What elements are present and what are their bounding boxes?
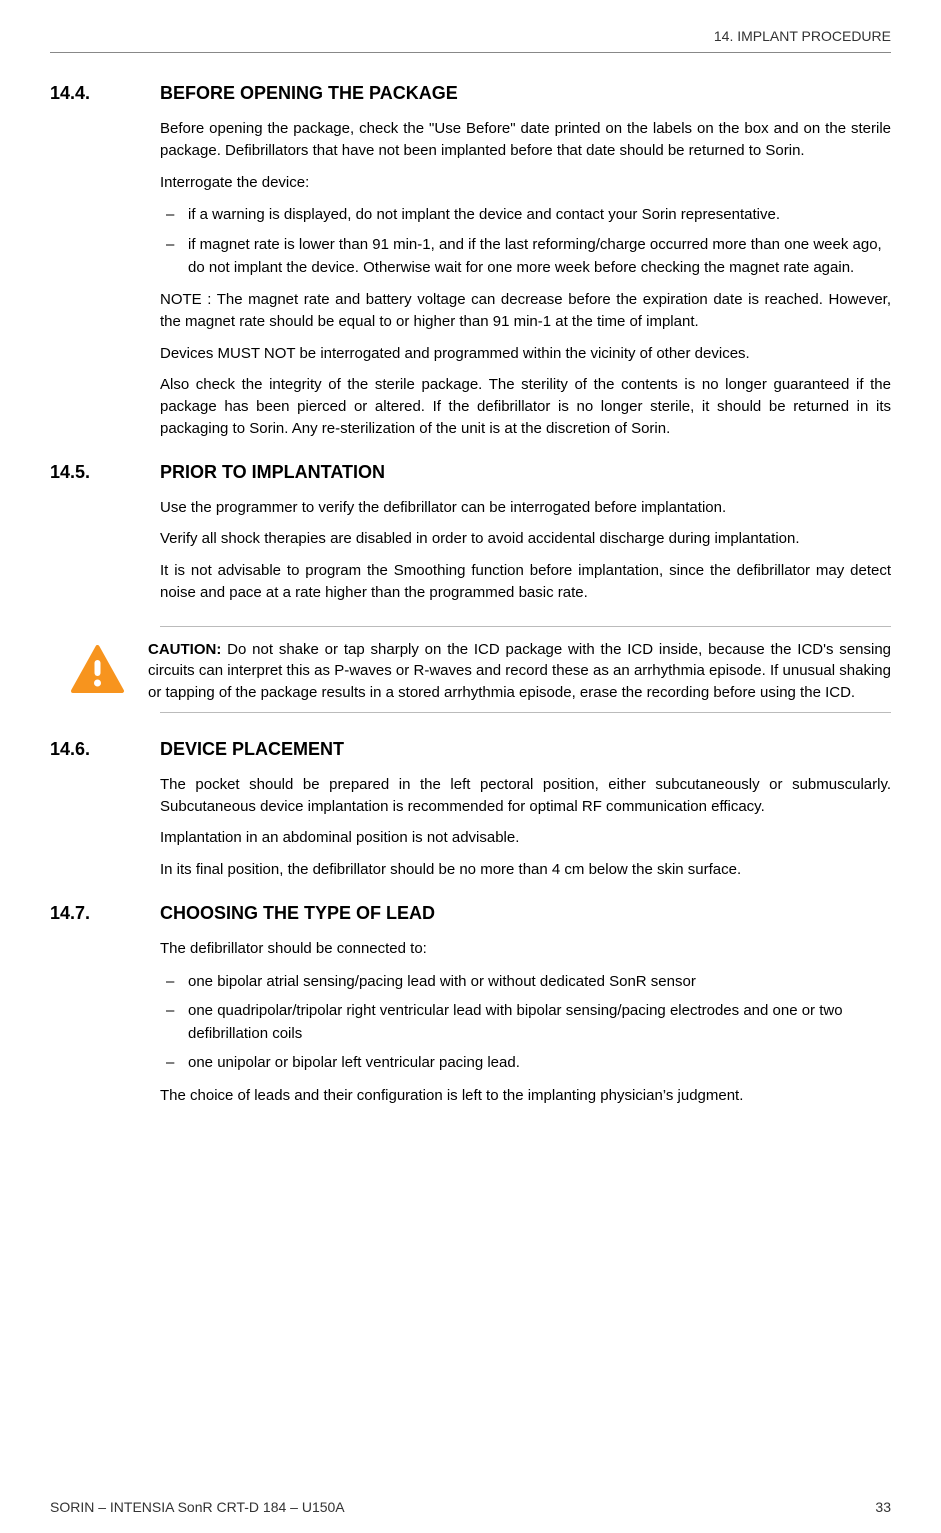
bullet-list: one bipolar atrial sensing/pacing lead w… xyxy=(160,970,891,1075)
warning-icon xyxy=(70,645,130,700)
footer-page-number: 33 xyxy=(875,1499,891,1515)
paragraph: Devices MUST NOT be interrogated and pro… xyxy=(160,343,891,365)
section-number: 14.6. xyxy=(50,739,160,760)
list-item: if magnet rate is lower than 91 min-1, a… xyxy=(160,233,891,280)
caution-text: CAUTION: Do not shake or tap sharply on … xyxy=(148,639,891,704)
paragraph: Before opening the package, check the "U… xyxy=(160,118,891,162)
section-14-7: 14.7. CHOOSING THE TYPE OF LEAD The defi… xyxy=(50,903,891,1107)
paragraph: Interrogate the device: xyxy=(160,172,891,194)
paragraph: Use the programmer to verify the defibri… xyxy=(160,497,891,519)
paragraph: The pocket should be prepared in the lef… xyxy=(160,774,891,818)
section-title: BEFORE OPENING THE PACKAGE xyxy=(160,83,458,104)
section-number: 14.4. xyxy=(50,83,160,104)
list-item: one bipolar atrial sensing/pacing lead w… xyxy=(160,970,891,993)
paragraph: The choice of leads and their configurat… xyxy=(160,1085,891,1107)
caution-body: Do not shake or tap sharply on the ICD p… xyxy=(148,641,891,702)
paragraph: Verify all shock therapies are disabled … xyxy=(160,528,891,550)
section-number: 14.7. xyxy=(50,903,160,924)
page-footer: SORIN – INTENSIA SonR CRT-D 184 – U150A … xyxy=(50,1499,891,1515)
section-title: PRIOR TO IMPLANTATION xyxy=(160,462,385,483)
paragraph: Implantation in an abdominal position is… xyxy=(160,827,891,849)
section-title: DEVICE PLACEMENT xyxy=(160,739,344,760)
page: 14. IMPLANT PROCEDURE 14.4. BEFORE OPENI… xyxy=(0,0,941,1533)
section-title: CHOOSING THE TYPE OF LEAD xyxy=(160,903,435,924)
header-rule xyxy=(50,52,891,53)
caution-label: CAUTION: xyxy=(148,641,221,658)
paragraph: In its final position, the defibrillator… xyxy=(160,859,891,881)
list-item: one quadripolar/tripolar right ventricul… xyxy=(160,999,891,1046)
paragraph: Also check the integrity of the sterile … xyxy=(160,374,891,439)
section-number: 14.5. xyxy=(50,462,160,483)
section-14-6: 14.6. DEVICE PLACEMENT The pocket should… xyxy=(50,739,891,881)
footer-left: SORIN – INTENSIA SonR CRT-D 184 – U150A xyxy=(50,1499,345,1515)
list-item: if a warning is displayed, do not implan… xyxy=(160,203,891,226)
caution-block: CAUTION: Do not shake or tap sharply on … xyxy=(50,639,891,704)
section-14-5: 14.5. PRIOR TO IMPLANTATION Use the prog… xyxy=(50,462,891,604)
caution-bottom-rule xyxy=(160,712,891,713)
section-14-4: 14.4. BEFORE OPENING THE PACKAGE Before … xyxy=(50,83,891,440)
bullet-list: if a warning is displayed, do not implan… xyxy=(160,203,891,279)
chapter-header: 14. IMPLANT PROCEDURE xyxy=(50,28,891,52)
caution-top-rule xyxy=(160,626,891,627)
paragraph: The defibrillator should be connected to… xyxy=(160,938,891,960)
list-item: one unipolar or bipolar left ventricular… xyxy=(160,1051,891,1074)
paragraph: NOTE : The magnet rate and battery volta… xyxy=(160,289,891,333)
paragraph: It is not advisable to program the Smoot… xyxy=(160,560,891,604)
